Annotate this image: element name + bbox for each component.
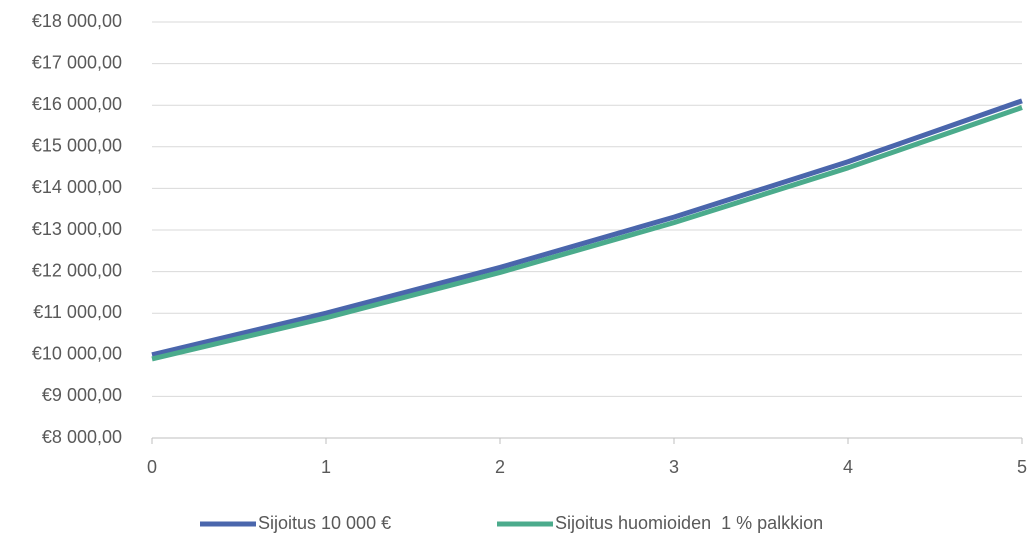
- y-tick-label: €18 000,00: [32, 11, 122, 31]
- y-tick-label: €11 000,00: [33, 302, 122, 322]
- x-tick-label: 5: [1017, 457, 1027, 477]
- y-tick-label: €8 000,00: [42, 427, 122, 447]
- y-tick-label: €16 000,00: [32, 94, 122, 114]
- series-line: [151, 105, 1023, 362]
- y-tick-label: €14 000,00: [32, 177, 122, 197]
- y-tick-label: €10 000,00: [32, 344, 122, 364]
- y-tick-label: €17 000,00: [32, 52, 122, 72]
- y-tick-label: €13 000,00: [32, 219, 122, 239]
- y-tick-label: €15 000,00: [32, 136, 122, 156]
- x-tick-label: 4: [843, 457, 853, 477]
- y-tick-label: €9 000,00: [42, 385, 122, 405]
- legend-label: Sijoitus 10 000 €: [258, 513, 391, 533]
- y-tick-label: €12 000,00: [32, 260, 122, 280]
- x-tick-label: 2: [495, 457, 505, 477]
- series-line: [151, 98, 1023, 358]
- x-tick-label: 3: [669, 457, 679, 477]
- x-tick-label: 1: [321, 457, 331, 477]
- legend-label: Sijoitus huomioiden 1 % palkkion: [555, 513, 823, 533]
- x-tick-label: 0: [147, 457, 157, 477]
